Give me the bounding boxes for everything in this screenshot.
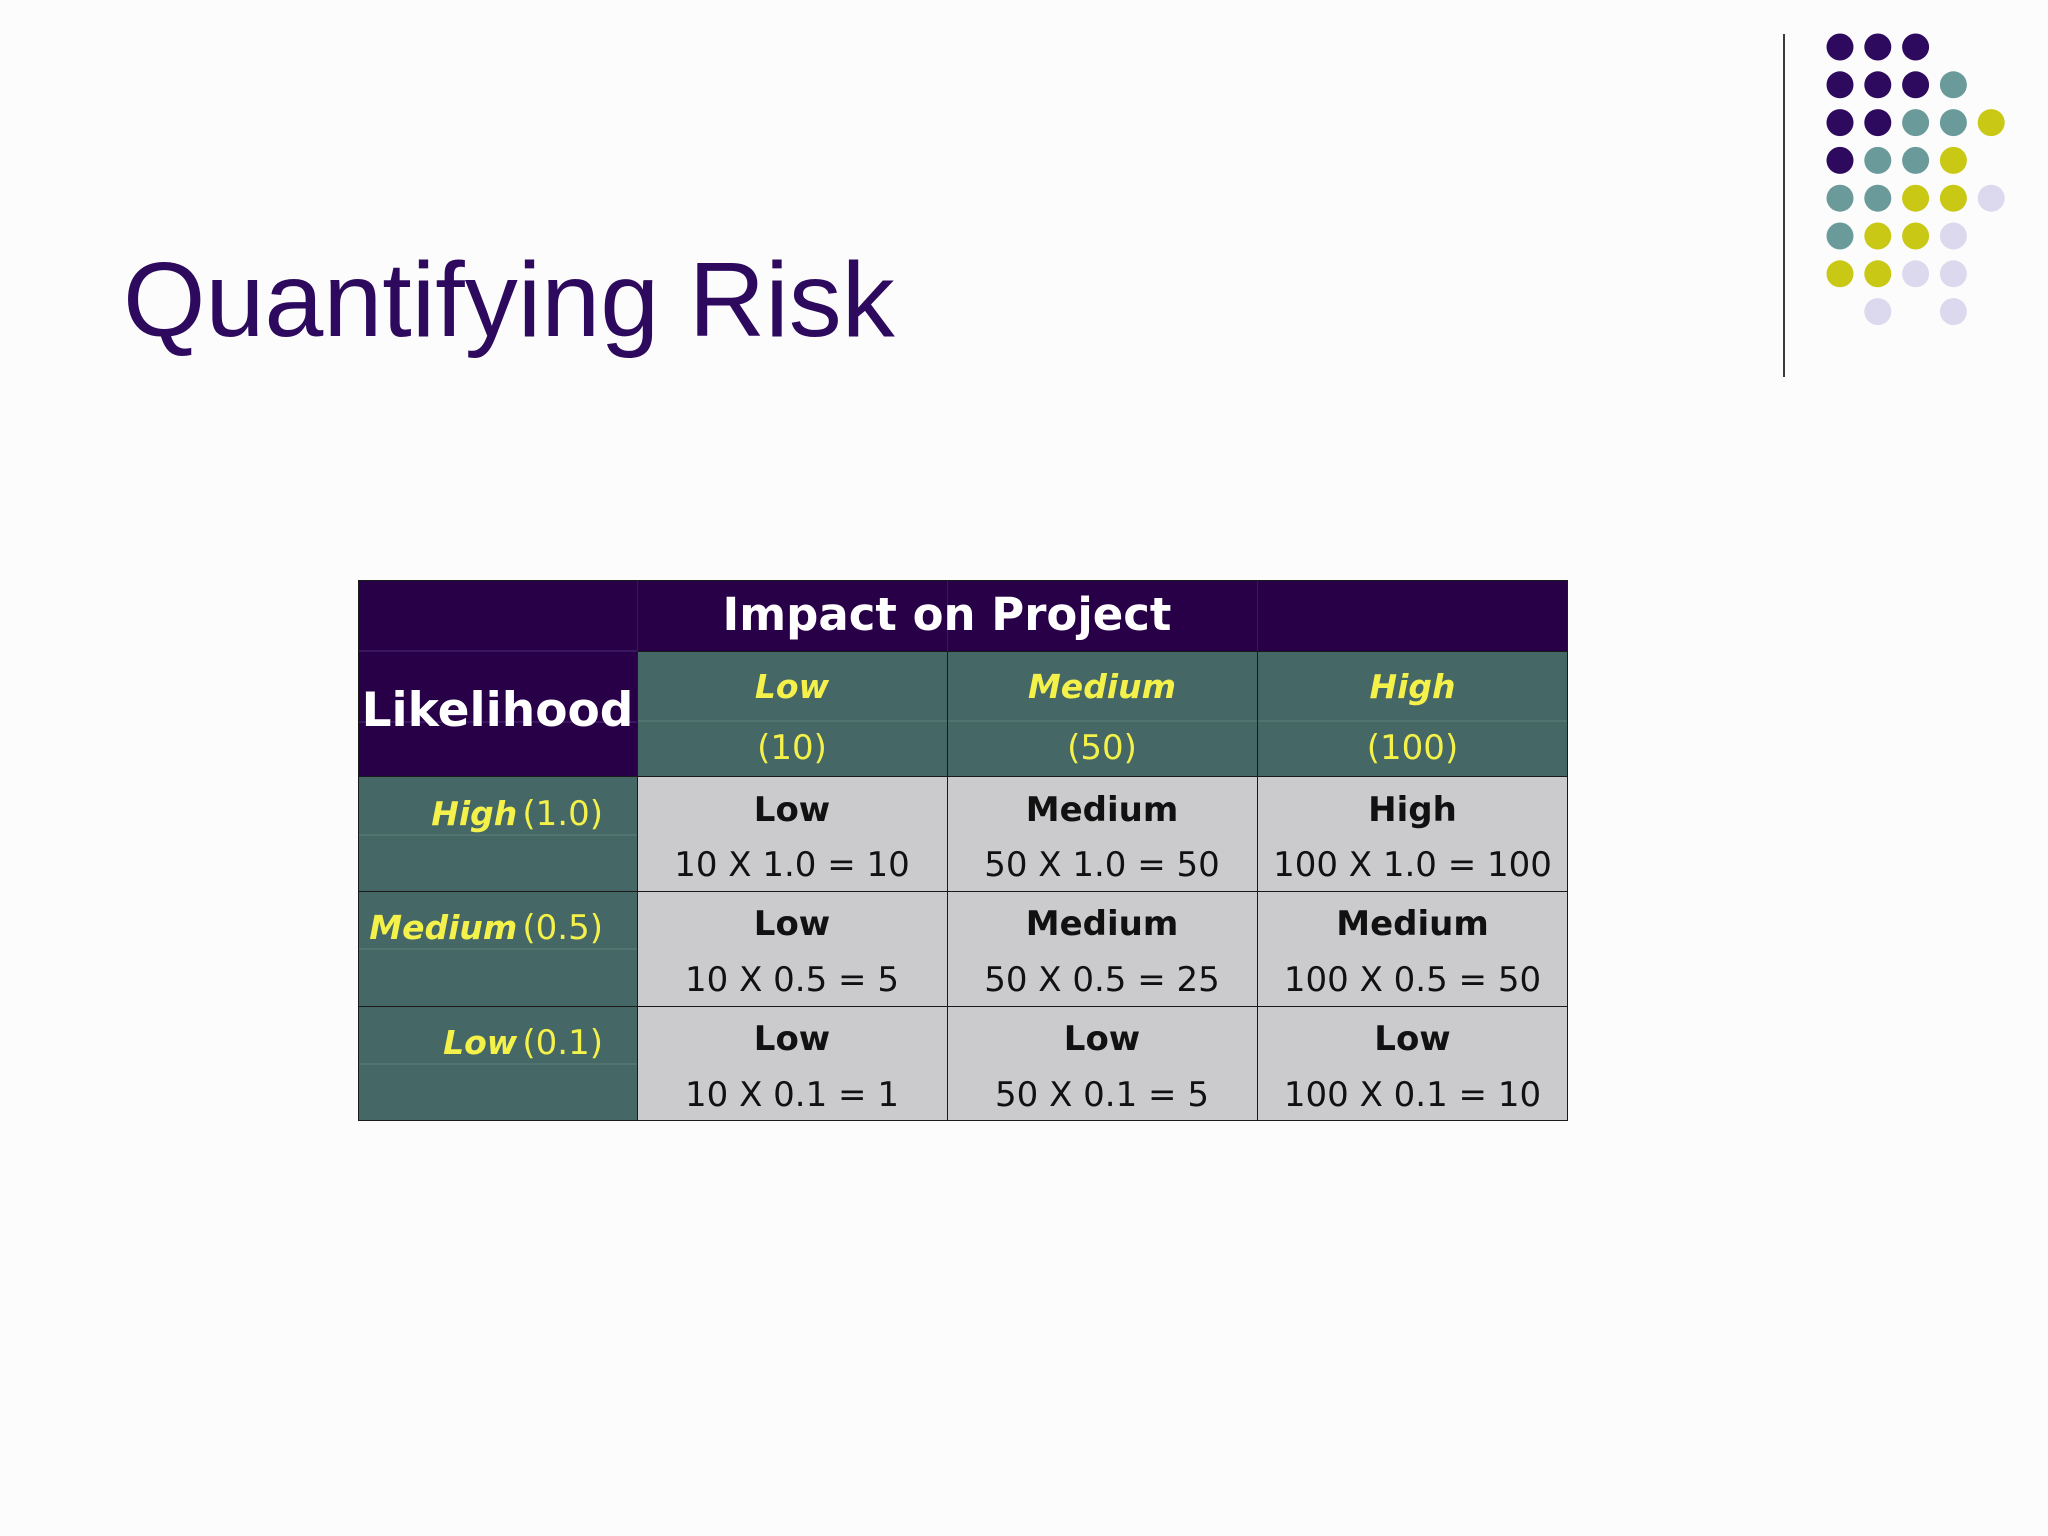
likelihood-value-label: (0.1): [522, 1023, 603, 1063]
decorative-dot: [1939, 146, 1967, 174]
decorative-dot: [1939, 71, 1967, 99]
impact-level-label: High: [1369, 667, 1456, 706]
risk-cell: Low 100 X 0.1 = 10: [1257, 1006, 1568, 1121]
risk-rating: Low: [753, 790, 831, 830]
risk-calculation: 100 X 1.0 = 100: [1273, 845, 1552, 885]
impact-value-label: (100): [1366, 728, 1459, 768]
risk-cell: Medium 50 X 0.5 = 25: [947, 891, 1257, 1006]
impact-level-label: Medium: [1027, 667, 1177, 706]
decorative-dot: [1902, 222, 1930, 250]
decorative-dot: [1902, 33, 1930, 61]
impact-header: Impact on Project: [722, 588, 1172, 641]
decorative-dot: [1939, 260, 1967, 288]
risk-rating: Low: [1374, 1019, 1451, 1059]
likelihood-header: Likelihood: [361, 683, 634, 738]
likelihood-value-label: (0.5): [522, 908, 603, 948]
likelihood-level-label: High: [431, 794, 518, 833]
decorative-dot: [1826, 222, 1854, 250]
likelihood-header-cell: [358, 651, 637, 777]
table-header-band: [358, 580, 1568, 651]
decorative-dot: [1864, 33, 1892, 61]
likelihood-value-label: (1.0): [522, 794, 603, 834]
decorative-dot: [1939, 184, 1967, 212]
impact-value-label: (10): [757, 728, 827, 768]
risk-rating: Low: [753, 1019, 831, 1059]
risk-calculation: 50 X 0.5 = 25: [984, 960, 1220, 1000]
risk-cell: Medium 100 X 0.5 = 50: [1257, 891, 1568, 1006]
decorative-dot: [1939, 298, 1967, 326]
risk-rating: Low: [1063, 1019, 1141, 1059]
decorative-dot: [1902, 146, 1930, 174]
decorative-dot: [1939, 109, 1967, 137]
decorative-dot: [1864, 146, 1892, 174]
decorative-dot: [1902, 260, 1930, 288]
risk-calculation: 10 X 0.5 = 5: [685, 960, 899, 1000]
decorative-dot: [1826, 109, 1854, 137]
risk-rating: High: [1368, 790, 1457, 830]
risk-calculation: 100 X 0.5 = 50: [1283, 960, 1542, 1000]
risk-cell: Medium 50 X 1.0 = 50: [947, 777, 1257, 891]
risk-rating: Medium: [1336, 904, 1489, 944]
risk-cell: High 100 X 1.0 = 100: [1257, 777, 1568, 891]
decorative-dot: [1977, 109, 2005, 137]
risk-matrix-table: Impact on Project Likelihood Low (10) Me…: [358, 580, 1568, 1121]
impact-column-medium: Medium (50): [947, 651, 1257, 777]
risk-rating: Medium: [1025, 904, 1179, 944]
risk-cell: Low 50 X 0.1 = 5: [947, 1006, 1257, 1121]
risk-cell: Low 10 X 0.1 = 1: [637, 1006, 947, 1121]
decorative-dot: [1939, 222, 1967, 250]
decorative-dot: [1864, 184, 1892, 212]
decorative-dot: [1826, 33, 1854, 61]
risk-calculation: 10 X 1.0 = 10: [674, 845, 910, 885]
risk-calculation: 10 X 0.1 = 1: [685, 1075, 899, 1115]
decorative-dot: [1826, 184, 1854, 212]
decorative-dot: [1977, 184, 2005, 212]
impact-column-high: High (100): [1257, 651, 1568, 777]
likelihood-level-label: Low: [443, 1023, 518, 1062]
risk-calculation: 100 X 0.1 = 10: [1283, 1075, 1542, 1115]
risk-calculation: 50 X 0.1 = 5: [995, 1075, 1209, 1115]
risk-rating: Low: [753, 904, 831, 944]
impact-level-label: Low: [754, 667, 830, 706]
decorative-dot: [1826, 146, 1854, 174]
decorative-dot: [1902, 71, 1930, 99]
likelihood-level-label: Medium: [369, 908, 518, 947]
risk-rating: Medium: [1025, 790, 1179, 830]
decorative-dot: [1902, 184, 1930, 212]
decorative-dot: [1902, 109, 1930, 137]
decorative-divider: [1783, 34, 1785, 377]
decorative-dot: [1864, 222, 1892, 250]
impact-value-label: (50): [1067, 728, 1137, 768]
risk-cell: Low 10 X 0.5 = 5: [637, 891, 947, 1006]
decorative-dot: [1864, 71, 1892, 99]
slide-title: Quantifying Risk: [123, 241, 895, 359]
decorative-dot: [1864, 260, 1892, 288]
risk-cell: Low 10 X 1.0 = 10: [637, 777, 947, 891]
decorative-dot: [1826, 71, 1854, 99]
decorative-dot: [1864, 298, 1892, 326]
risk-calculation: 50 X 1.0 = 50: [984, 845, 1220, 885]
decorative-dot: [1826, 260, 1854, 288]
impact-column-low: Low (10): [637, 651, 947, 777]
decorative-dot: [1864, 109, 1892, 137]
